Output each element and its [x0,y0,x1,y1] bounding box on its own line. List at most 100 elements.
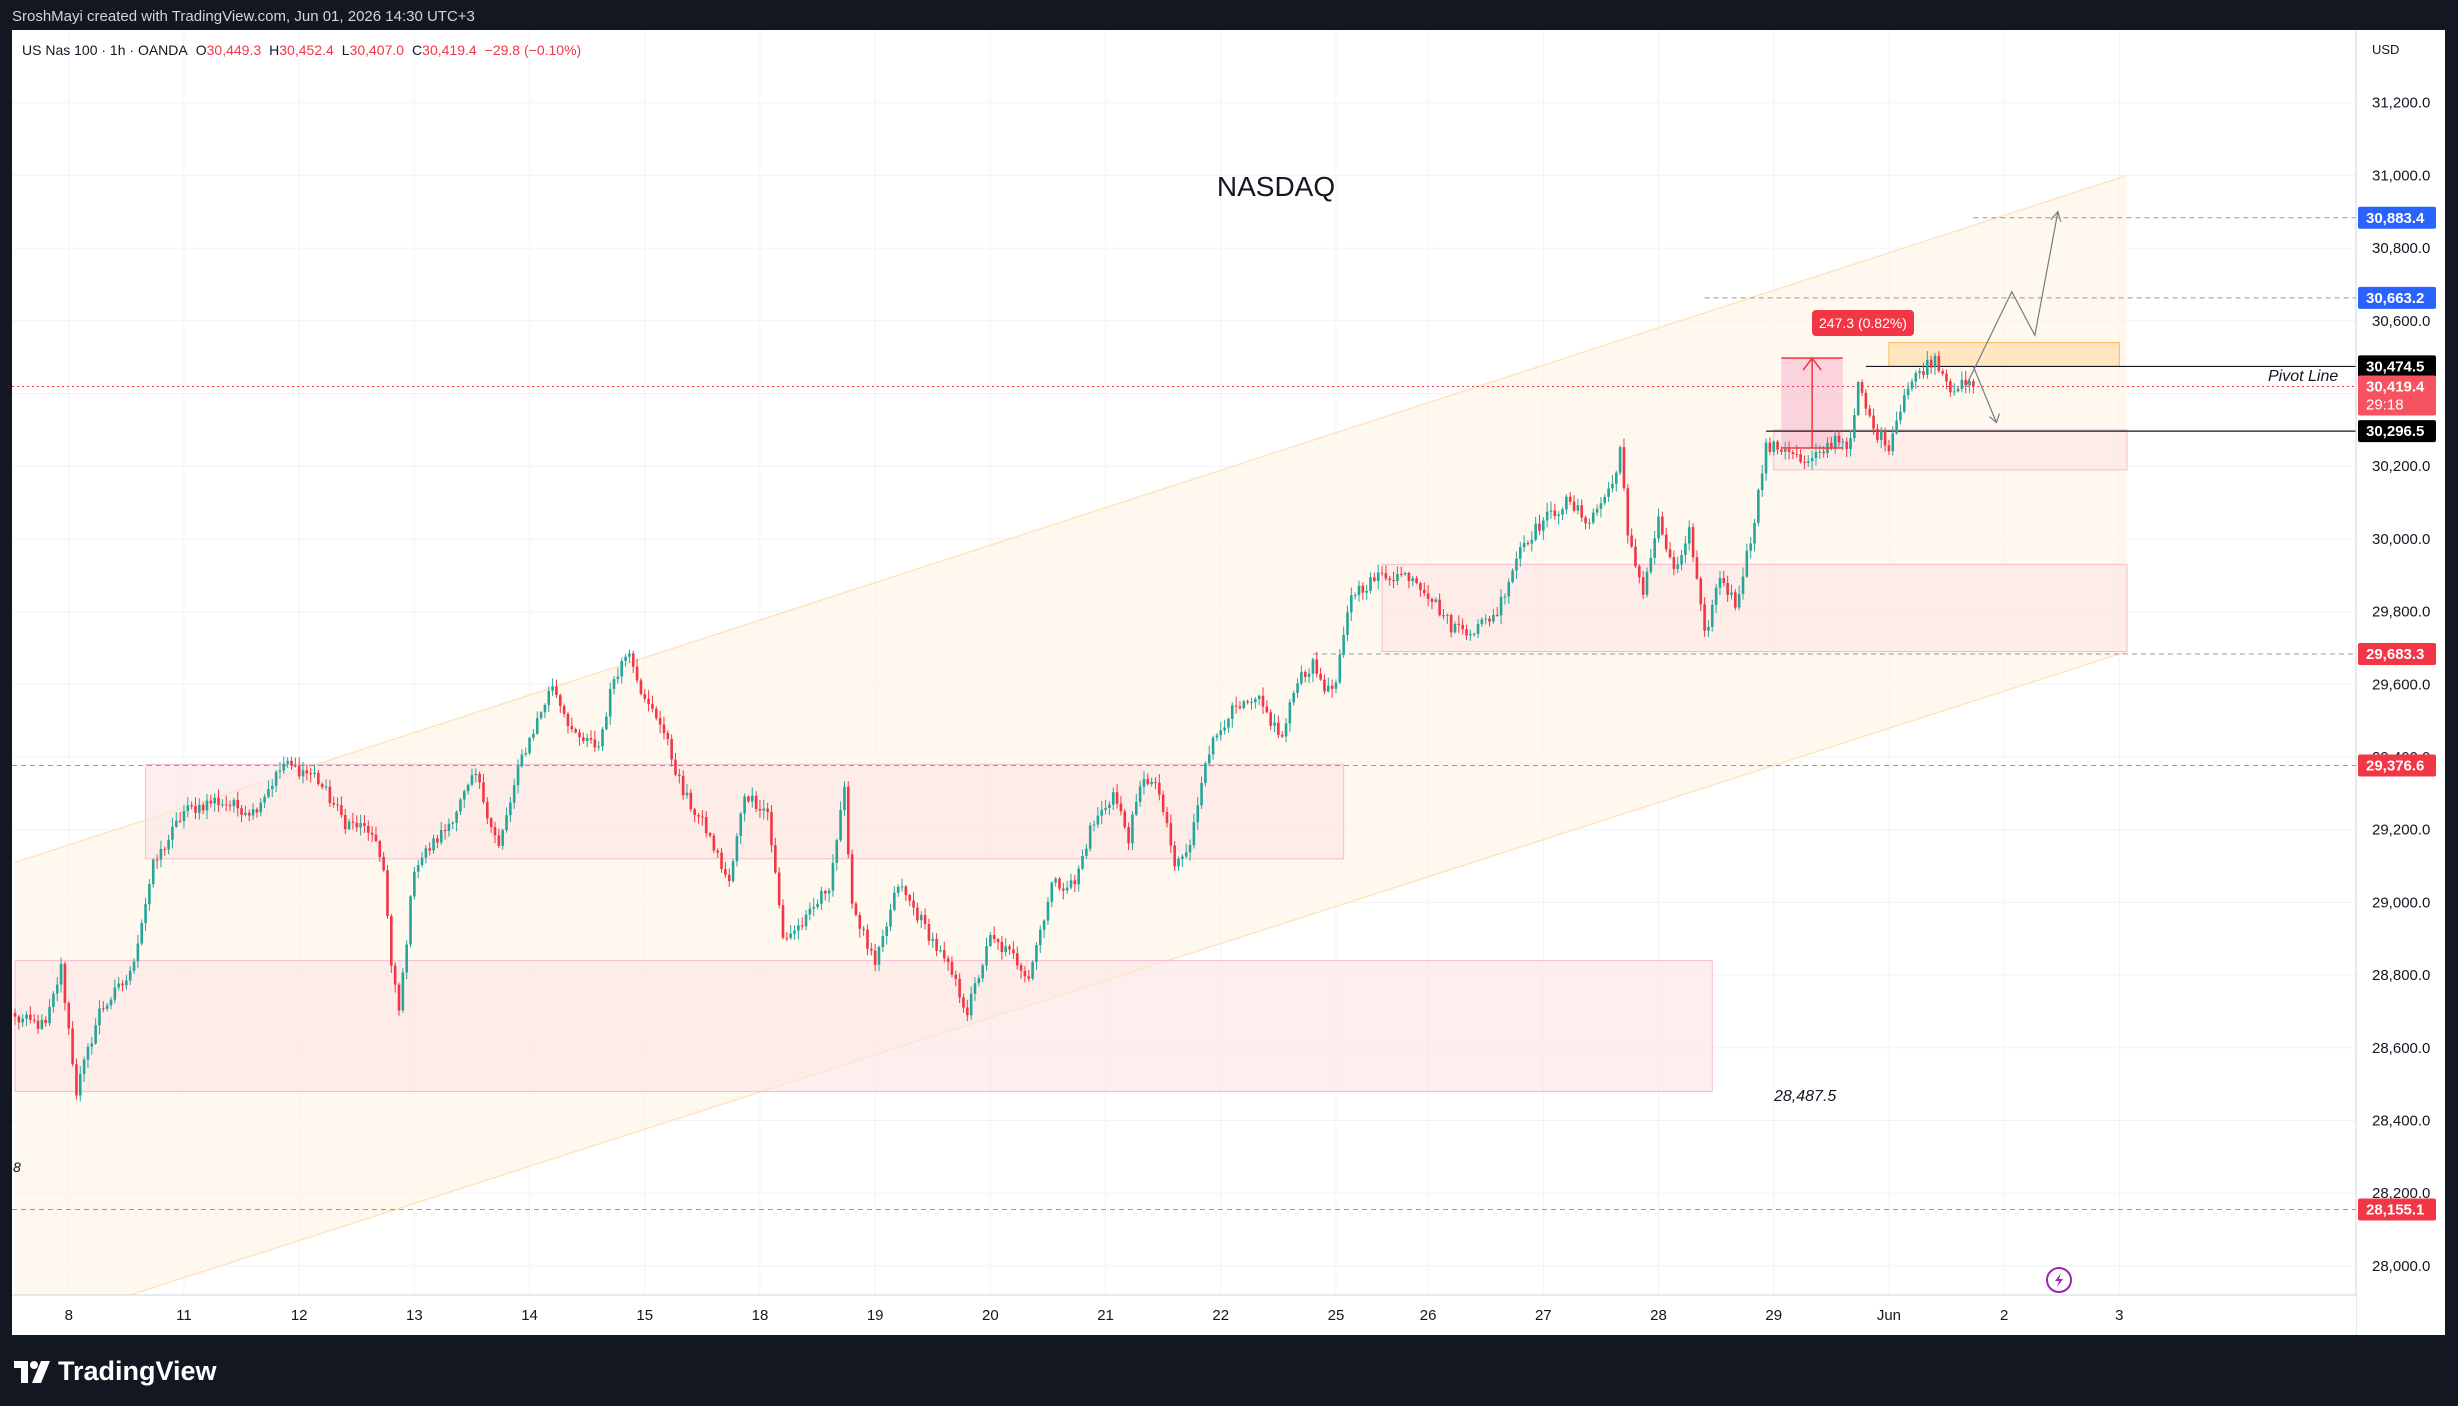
candle-body [1211,737,1215,755]
candle-body [1968,381,1971,386]
candle-body [1638,566,1641,578]
candle-body [873,950,877,965]
candle-body [808,908,812,915]
candle-body [658,718,662,725]
candle-body [1972,381,1975,387]
candle-body [1000,942,1004,953]
candle-body [1273,722,1276,726]
candle-body [843,786,846,811]
candle-body [128,970,132,981]
candle-body [1845,441,1848,450]
candle-body [1576,505,1580,511]
candle-body [946,958,950,963]
candle-body [439,830,443,843]
candle-body [393,965,397,985]
candle-body [628,653,631,657]
candle-body [777,872,781,906]
candle-body [336,804,339,806]
horizontal-levels[interactable] [12,217,2356,1211]
candle-body [1542,520,1545,531]
chart-panel[interactable]: NASDAQ US Nas 100 · 1h · OANDA O30,449.3 H… [12,30,2445,1335]
left-edge-label: 8 [13,1159,21,1175]
candle-body [1833,435,1837,448]
candle-body [1868,408,1872,416]
candle-body [1507,582,1511,597]
candle-body [1054,878,1057,883]
candle-body [996,939,1000,943]
drawings[interactable] [1781,210,2062,449]
candle-body [236,799,240,809]
x-tick-label: 3 [2115,1307,2123,1324]
time-axis[interactable]: 8 11 12 13 14 15 18 19 20 21 22 25 26 27 28 29 Jun 2 3 [12,1294,2356,1335]
candle-body [589,737,593,740]
candle-body [497,835,501,846]
candle-body [340,805,343,816]
price-badge [2358,355,2436,378]
candle-body [1753,522,1756,544]
candle-body [1645,571,1649,595]
candle-body [1407,573,1411,582]
x-tick-label: 15 [636,1307,653,1324]
candle-body [178,820,182,822]
candle-body [1465,629,1468,636]
candle-body [451,822,455,824]
candle-body [812,906,816,909]
candle-body [21,1018,24,1023]
candle-body [1177,858,1180,867]
candle-body [1261,695,1265,707]
candle-body [731,861,735,882]
price-axis[interactable]: USD 28,000.0 28,200.0 28,400.0 28,600.0 28,8… [2355,30,2445,1335]
price-badge-text: 30,474.5 [2366,358,2424,375]
price-chart[interactable]: NASDAQ US Nas 100 · 1h · OANDA O30,449.3 H… [12,30,2445,1335]
candle-body [1937,355,1941,371]
candle-body [247,812,251,816]
price-badge-text: 28,155.1 [2366,1202,2424,1219]
price-badge-text: 29,683.3 [2366,646,2424,663]
candle-body [190,805,193,807]
candle-body [1822,451,1825,454]
candle-body [704,817,708,834]
candle-body [44,1019,48,1024]
candle-body [1960,379,1964,389]
candle-body [1684,543,1687,555]
ascending-channel[interactable] [14,174,2128,1333]
candle-body [1872,415,1875,429]
candle-body [1722,578,1726,583]
candle-body [543,704,547,713]
price-badge-countdown: 29:18 [2366,396,2404,413]
candle-body [1100,809,1104,816]
candle-body [1764,442,1768,474]
candle-body [631,653,635,667]
x-tick-label: 27 [1535,1307,1552,1324]
candle-body [1891,433,1895,452]
measure-badge[interactable]: 247.3 (0.82%) [1812,310,1914,336]
candle-body [1230,705,1234,719]
tradingview-logo[interactable]: TradingView [14,1356,217,1387]
candle-body [1422,589,1426,594]
candle-body [86,1046,90,1060]
candle-body [662,724,666,734]
x-tick-label: 2 [2000,1307,2008,1324]
candle-body [1630,535,1633,547]
candle-body [1326,685,1330,692]
y-tick-label: 30,600.0 [2372,313,2430,330]
candle-body [1899,411,1902,421]
candle-body [355,822,359,828]
price-badge-text: 30,883.4 [2366,210,2425,227]
candle-body [301,770,305,777]
candle-body [1730,592,1733,595]
candle-body [1680,554,1683,565]
symbol-name: US Nas 100 · 1h · OANDA [22,42,188,58]
lightning-icon[interactable] [2046,1267,2072,1293]
candle-body [1088,825,1092,849]
price-badge [2358,286,2436,309]
candle-body [1707,626,1710,631]
candle-body [370,832,374,835]
candle-body [1572,501,1576,511]
candle-body [1196,805,1200,823]
price-badge-text: 30,296.5 [2366,423,2424,440]
candle-body [1557,514,1560,516]
candle-body [923,914,927,925]
candle-body [1108,804,1111,808]
